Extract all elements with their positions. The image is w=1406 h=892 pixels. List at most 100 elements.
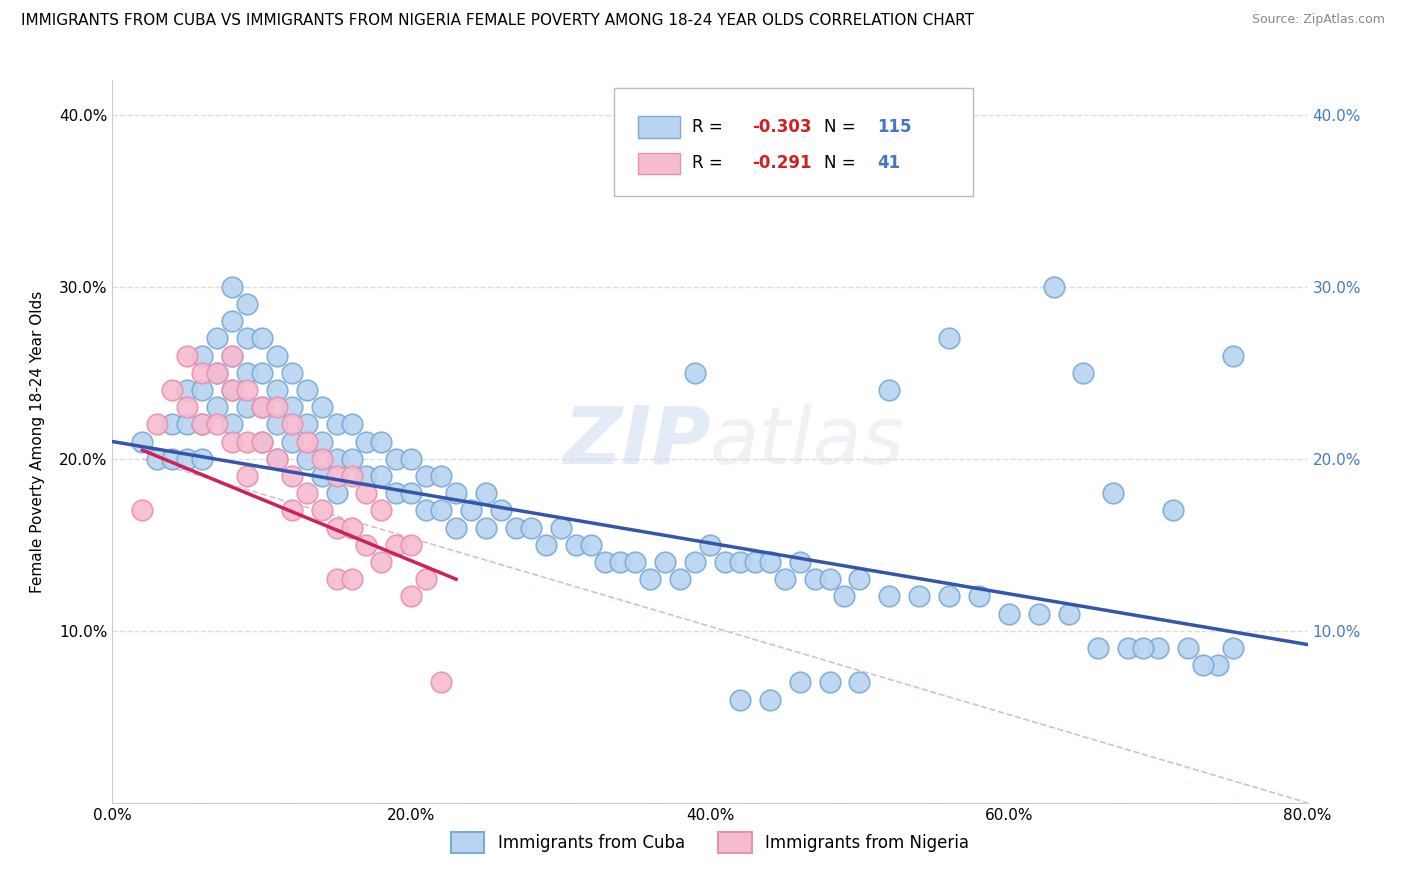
Point	[340, 520, 363, 534]
Point	[250, 400, 273, 414]
Text: 115: 115	[877, 119, 912, 136]
Point	[683, 366, 706, 380]
Point	[281, 400, 304, 414]
Point	[295, 383, 318, 397]
Bar	[638, 153, 681, 174]
Point	[998, 607, 1021, 621]
Point	[266, 349, 288, 363]
Point	[131, 434, 153, 449]
Point	[1192, 658, 1215, 673]
Text: R =: R =	[692, 154, 728, 172]
Point	[370, 503, 392, 517]
Point	[370, 555, 392, 569]
Point	[1057, 607, 1080, 621]
Point	[430, 675, 453, 690]
Point	[266, 383, 288, 397]
Point	[385, 538, 408, 552]
Point	[236, 331, 259, 345]
Point	[356, 434, 378, 449]
Point	[415, 469, 437, 483]
Point	[1102, 486, 1125, 500]
Point	[221, 314, 243, 328]
Point	[370, 434, 392, 449]
Point	[191, 451, 214, 466]
Point	[340, 469, 363, 483]
Point	[221, 383, 243, 397]
Point	[1028, 607, 1050, 621]
Point	[728, 692, 751, 706]
Point	[221, 349, 243, 363]
Point	[834, 590, 856, 604]
Point	[266, 451, 288, 466]
Point	[401, 486, 423, 500]
Point	[683, 555, 706, 569]
Point	[699, 538, 721, 552]
Point	[250, 366, 273, 380]
Point	[176, 417, 198, 432]
Point	[564, 538, 586, 552]
Point	[444, 486, 467, 500]
Point	[475, 486, 498, 500]
Point	[340, 417, 363, 432]
Point	[848, 675, 870, 690]
Point	[803, 572, 825, 586]
Point	[281, 366, 304, 380]
Point	[1161, 503, 1184, 517]
Point	[430, 469, 453, 483]
Point	[938, 331, 960, 345]
Point	[579, 538, 602, 552]
Point	[401, 538, 423, 552]
Point	[250, 434, 273, 449]
Point	[221, 279, 243, 293]
Point	[430, 503, 453, 517]
Point	[236, 469, 259, 483]
Point	[176, 383, 198, 397]
Point	[191, 417, 214, 432]
Text: -0.291: -0.291	[752, 154, 811, 172]
Point	[236, 297, 259, 311]
Point	[221, 349, 243, 363]
Point	[236, 400, 259, 414]
Point	[205, 366, 228, 380]
Text: -0.303: -0.303	[752, 119, 811, 136]
Point	[520, 520, 543, 534]
Point	[550, 520, 572, 534]
Point	[205, 331, 228, 345]
Point	[789, 555, 811, 569]
Point	[460, 503, 482, 517]
Point	[340, 572, 363, 586]
Point	[236, 366, 259, 380]
Legend: Immigrants from Cuba, Immigrants from Nigeria: Immigrants from Cuba, Immigrants from Ni…	[444, 826, 976, 860]
Point	[191, 349, 214, 363]
Point	[162, 383, 183, 397]
Point	[401, 451, 423, 466]
Point	[1206, 658, 1229, 673]
Point	[221, 383, 243, 397]
Point	[356, 538, 378, 552]
Point	[759, 555, 782, 569]
Text: ZIP: ZIP	[562, 402, 710, 481]
Point	[640, 572, 662, 586]
Y-axis label: Female Poverty Among 18-24 Year Olds: Female Poverty Among 18-24 Year Olds	[31, 291, 45, 592]
Point	[295, 417, 318, 432]
Point	[325, 417, 347, 432]
Point	[176, 349, 198, 363]
Point	[191, 366, 214, 380]
Bar	[638, 116, 681, 138]
Point	[818, 675, 841, 690]
Point	[415, 572, 437, 586]
Text: atlas: atlas	[710, 402, 905, 481]
Point	[1222, 349, 1244, 363]
Point	[654, 555, 676, 569]
Point	[879, 383, 901, 397]
Point	[236, 383, 259, 397]
FancyBboxPatch shape	[614, 87, 973, 196]
Point	[205, 400, 228, 414]
Text: N =: N =	[824, 119, 860, 136]
Point	[1073, 366, 1095, 380]
Point	[266, 417, 288, 432]
Point	[281, 434, 304, 449]
Point	[250, 331, 273, 345]
Point	[295, 486, 318, 500]
Point	[176, 451, 198, 466]
